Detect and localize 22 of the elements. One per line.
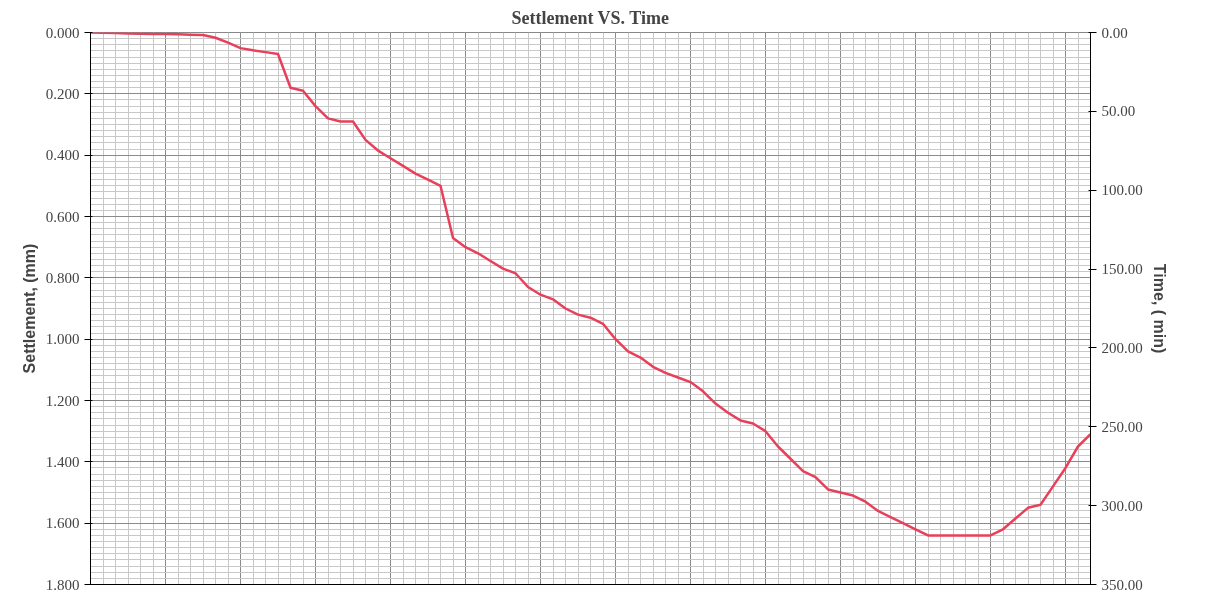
y2-tick-label: 250.00: [1101, 418, 1143, 435]
y-tick-label: 0.200: [45, 85, 80, 102]
y2-tick-label: 300.00: [1101, 497, 1143, 514]
y-tick-label: 1.400: [45, 453, 80, 470]
y-tick-label: 0.800: [45, 269, 80, 286]
y2-tick-label: 350.00: [1101, 576, 1143, 593]
y2-tick-label: 100.00: [1101, 182, 1143, 199]
chart-title: Settlement VS. Time: [511, 7, 669, 28]
y-axis-title: Settlement, (mm): [20, 243, 38, 374]
y-tick-label: 1.600: [45, 515, 80, 532]
y-tick-label: 1.200: [45, 392, 80, 409]
y2-tick-label: 150.00: [1101, 261, 1143, 278]
y-tick-label: 0.600: [45, 208, 80, 225]
y-tick-label: 0.000: [45, 24, 80, 41]
y2-tick-label: 50.00: [1101, 103, 1136, 120]
y-tick-label: 0.400: [45, 147, 80, 164]
y2-tick-label: 200.00: [1101, 339, 1143, 356]
y2-axis-title: Time, ( min): [1150, 263, 1168, 354]
line-series: [90, 32, 1091, 537]
y-tick-label: 1.800: [45, 576, 80, 593]
y-tick-label: 1.000: [45, 331, 80, 348]
y2-tick-label: 0.00: [1101, 24, 1128, 41]
